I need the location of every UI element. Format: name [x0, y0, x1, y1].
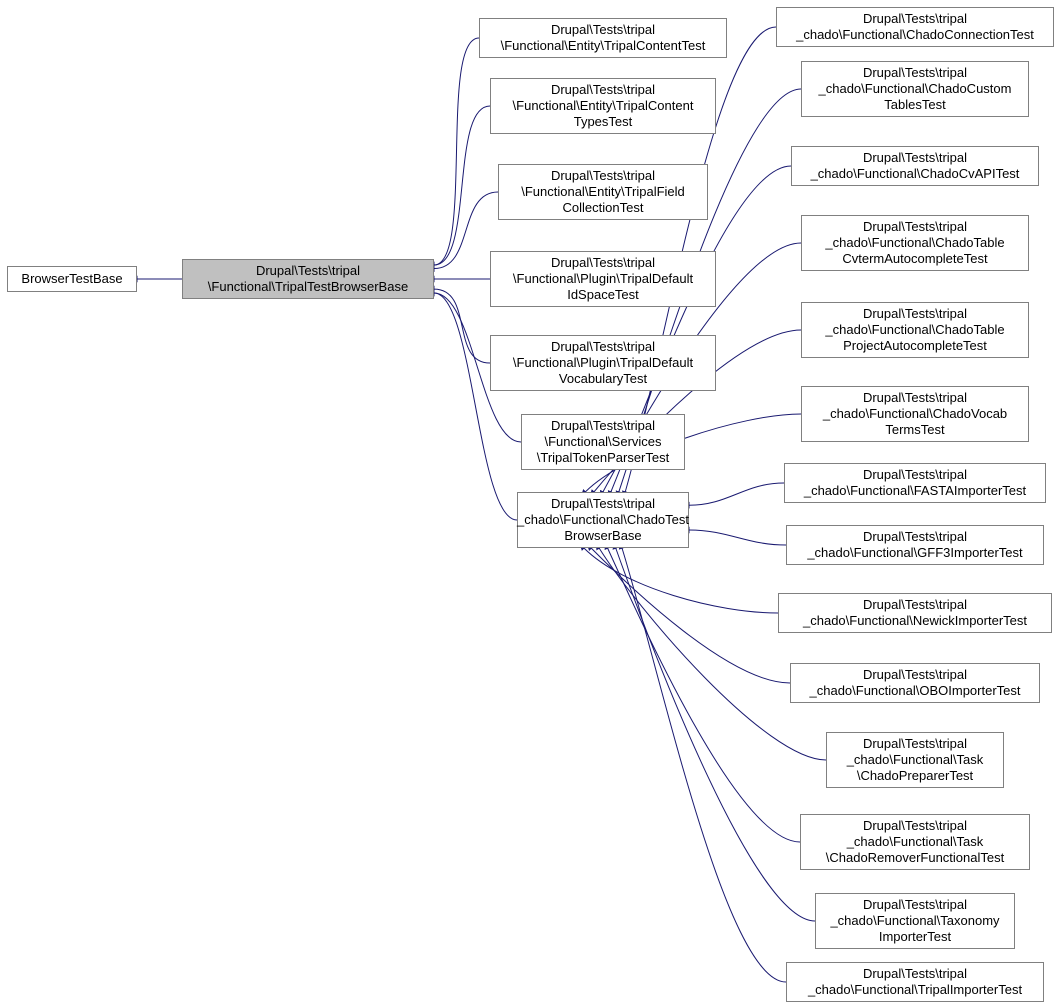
class-node-TripalDefaultIdSpaceTest[interactable]: Drupal\Tests\tripal \Functional\Plugin\T…	[490, 251, 716, 307]
class-node-ChadoTableProjectAutocompleteTest[interactable]: Drupal\Tests\tripal _chado\Functional\Ch…	[801, 302, 1029, 358]
class-node-TripalImporterTest[interactable]: Drupal\Tests\tripal _chado\Functional\Tr…	[786, 962, 1044, 1002]
inheritance-diagram: BrowserTestBase Drupal\Tests\tripal \Func…	[0, 0, 1064, 1008]
class-node-TripalTokenParserTest[interactable]: Drupal\Tests\tripal \Functional\Services…	[521, 414, 685, 470]
class-node-ChadoVocabTermsTest[interactable]: Drupal\Tests\tripal _chado\Functional\Ch…	[801, 386, 1029, 442]
edge-TripalFieldCollectionTest-to-TripalTestBrowserBase	[434, 192, 498, 269]
edge-NewickImporterTest-to-ChadoTestBrowserBase	[584, 548, 778, 613]
class-node-FASTAImporterTest[interactable]: Drupal\Tests\tripal _chado\Functional\FA…	[784, 463, 1046, 503]
class-node-OBOImporterTest[interactable]: Drupal\Tests\tripal _chado\Functional\OB…	[790, 663, 1040, 703]
class-node-TripalFieldCollectionTest[interactable]: Drupal\Tests\tripal \Functional\Entity\T…	[498, 164, 708, 220]
edge-TripalContentTypesTest-to-TripalTestBrowserBase	[434, 106, 490, 265]
class-node-GFF3ImporterTest[interactable]: Drupal\Tests\tripal _chado\Functional\GF…	[786, 525, 1044, 565]
edge-GFF3ImporterTest-to-ChadoTestBrowserBase	[689, 530, 786, 545]
edge-ChadoRemoverFunctionalTest-to-ChadoTestBrowserBase	[608, 548, 800, 842]
edge-FASTAImporterTest-to-ChadoTestBrowserBase	[689, 483, 784, 505]
class-node-TaxonomyImporterTest[interactable]: Drupal\Tests\tripal _chado\Functional\Ta…	[815, 893, 1015, 949]
class-node-TripalContentTypesTest[interactable]: Drupal\Tests\tripal \Functional\Entity\T…	[490, 78, 716, 134]
class-node-ChadoTestBrowserBase[interactable]: Drupal\Tests\tripal _chado\Functional\Ch…	[517, 492, 689, 548]
class-node-TripalDefaultVocabularyTest[interactable]: Drupal\Tests\tripal \Functional\Plugin\T…	[490, 335, 716, 391]
class-node-ChadoPreparerTest[interactable]: Drupal\Tests\tripal _chado\Functional\Ta…	[826, 732, 1004, 788]
class-node-ChadoConnectionTest[interactable]: Drupal\Tests\tripal _chado\Functional\Ch…	[776, 7, 1054, 47]
class-node-TripalContentTest[interactable]: Drupal\Tests\tripal \Functional\Entity\T…	[479, 18, 727, 58]
edge-TripalContentTest-to-TripalTestBrowserBase	[434, 38, 479, 265]
class-node-BrowserTestBase[interactable]: BrowserTestBase	[7, 266, 137, 292]
edge-TripalImporterTest-to-ChadoTestBrowserBase	[622, 548, 786, 982]
edge-ChadoTestBrowserBase-to-TripalTestBrowserBase	[434, 293, 517, 520]
edge-ChadoPreparerTest-to-ChadoTestBrowserBase	[599, 548, 826, 760]
class-node-ChadoCvAPITest[interactable]: Drupal\Tests\tripal _chado\Functional\Ch…	[791, 146, 1039, 186]
edge-OBOImporterTest-to-ChadoTestBrowserBase	[591, 548, 790, 683]
class-node-NewickImporterTest[interactable]: Drupal\Tests\tripal _chado\Functional\Ne…	[778, 593, 1052, 633]
class-node-ChadoRemoverFunctionalTest[interactable]: Drupal\Tests\tripal _chado\Functional\Ta…	[800, 814, 1030, 870]
class-node-ChadoTableCvtermAutocompleteTest[interactable]: Drupal\Tests\tripal _chado\Functional\Ch…	[801, 215, 1029, 271]
edge-TripalDefaultVocabularyTest-to-TripalTestBrowserBase	[434, 289, 490, 363]
class-node-ChadoCustomTablesTest[interactable]: Drupal\Tests\tripal _chado\Functional\Ch…	[801, 61, 1029, 117]
class-node-TripalTestBrowserBase[interactable]: Drupal\Tests\tripal \Functional\TripalTe…	[182, 259, 434, 299]
